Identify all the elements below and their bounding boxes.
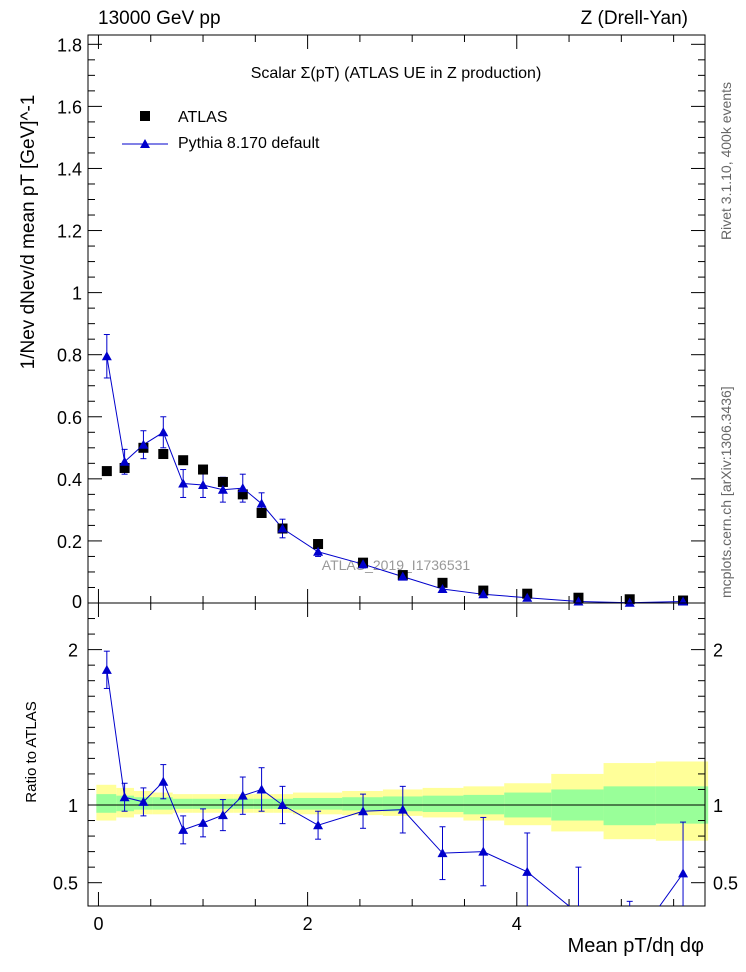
- main-ytick-label: 1.8: [57, 35, 82, 55]
- ratio-pythia-point: [573, 909, 583, 918]
- ratio-pythia-point: [217, 810, 228, 820]
- ratio-panel: 0.5 0.5 1 1 2 2 0 2 4 Ratio to ATLAS Mean pT/dη dφ: [23, 602, 738, 957]
- pythia-point: [138, 439, 149, 449]
- pythia-point: [237, 483, 248, 493]
- legend-pythia-label: Pythia 8.170 default: [178, 135, 320, 152]
- ratio-band-inner: [603, 786, 656, 826]
- pythia-point: [277, 523, 288, 533]
- pythia-point: [158, 427, 169, 437]
- pythia-point: [313, 546, 324, 556]
- main-ytick-label: 0.4: [57, 470, 82, 490]
- ratio-pythia-point: [678, 868, 689, 878]
- pythia-point: [522, 592, 533, 602]
- ratio-pythia-point: [256, 784, 267, 794]
- main-ytick-label: 1.2: [57, 222, 82, 242]
- main-ytick-label: 1: [72, 284, 82, 304]
- main-ytick-label: 0.8: [57, 346, 82, 366]
- legend-atlas-marker: [140, 111, 150, 121]
- ratio-pythia-point: [178, 824, 189, 834]
- ratio-band-inner: [342, 797, 383, 811]
- atlas-point: [217, 476, 228, 487]
- pythia-point: [358, 559, 369, 569]
- ratio-pythia-point: [138, 796, 149, 806]
- atlas-point: [101, 466, 112, 477]
- pythia-point: [217, 484, 228, 494]
- ratio-pythia-point: [198, 817, 209, 827]
- ratio-pythia-point: [119, 792, 130, 802]
- ratio-pythia-point: [313, 820, 324, 830]
- atlas-point: [256, 507, 267, 518]
- main-ytick-label: 1.4: [57, 159, 82, 179]
- x-axis-label: Mean pT/dη dφ: [568, 935, 704, 957]
- pythia-point: [101, 351, 112, 361]
- ratio-xtick-label: 4: [512, 914, 522, 934]
- energy-label: 13000 GeV pp: [98, 8, 221, 29]
- ratio-pythia-point: [522, 866, 533, 876]
- ratio-ytick-label: 1: [68, 796, 78, 816]
- ratio-band-inner: [172, 798, 193, 809]
- ratio-band-inner: [233, 798, 254, 809]
- ratio-pythia-point: [437, 848, 448, 858]
- ratio-pythia-point: [397, 804, 408, 814]
- ratio-ytick-label: 2: [68, 641, 78, 661]
- ratio-y-axis-label: Ratio to ATLAS: [23, 701, 40, 802]
- chart-title: Scalar Σ(pT) (ATLAS UE in Z production): [251, 65, 542, 82]
- atlas-point: [158, 449, 169, 460]
- pythia-point: [178, 478, 189, 488]
- ratio-band-inner: [422, 795, 464, 812]
- ratio-band-inner: [152, 797, 173, 810]
- atlas-point: [313, 539, 324, 550]
- ratio-pythia-point: [277, 800, 288, 809]
- pythia-point: [119, 456, 130, 466]
- ratio-ytick-label-right: 2: [713, 641, 723, 661]
- ratio-pythia-point: [237, 790, 248, 800]
- main-ytick-label: 0.6: [57, 408, 82, 428]
- atlas-point: [178, 455, 189, 466]
- ratio-frame: [87, 602, 706, 907]
- main-y-axis-label: 1/Nev dNev/d mean pT [GeV]^-1: [18, 95, 39, 370]
- ratio-series-group: [101, 650, 689, 918]
- pythia-point: [478, 589, 489, 599]
- process-label: Z (Drell-Yan): [580, 8, 688, 29]
- atlas-point: [119, 462, 130, 473]
- ratio-ytick-label: 0.5: [53, 874, 78, 894]
- main-panel: 0.2 0.4 0.6 0.8 1 1.2 1.4 1.6 1.8 0 Scalar Σ(pT) (…: [18, 34, 706, 612]
- main-ytick-label: 1.6: [57, 97, 82, 117]
- ratio-band-inner: [253, 798, 274, 809]
- pythia-point: [624, 597, 635, 607]
- atlas-point: [237, 489, 248, 500]
- ratio-xtick-label: 2: [303, 914, 313, 934]
- atlas-point: [437, 577, 448, 588]
- ratio-pythia-point: [158, 776, 169, 786]
- atlas-point: [198, 464, 209, 475]
- main-ytick-label-zero: 0: [72, 592, 82, 612]
- ratio-pythia-point: [358, 806, 369, 816]
- ratio-ytick-label-right: 1: [713, 796, 723, 816]
- ratio-ytick-label-right: 0.5: [713, 874, 738, 894]
- legend-pythia-marker: [140, 139, 150, 148]
- ratio-pythia-point: [101, 664, 112, 674]
- ratio-band-inner: [213, 798, 234, 809]
- ratio-band-inner: [192, 798, 214, 809]
- ratio-xtick-label: 0: [93, 914, 103, 934]
- ratio-pythia-point: [478, 846, 489, 856]
- legend-atlas-label: ATLAS: [178, 109, 228, 126]
- main-ytick-label: 0.2: [57, 532, 82, 552]
- pythia-point: [256, 498, 267, 508]
- ratio-band-inner: [292, 798, 343, 810]
- pythia-point: [198, 480, 209, 490]
- ratio-band-inner: [96, 794, 117, 813]
- pythia-point: [437, 584, 448, 594]
- pythia-point: [397, 571, 408, 581]
